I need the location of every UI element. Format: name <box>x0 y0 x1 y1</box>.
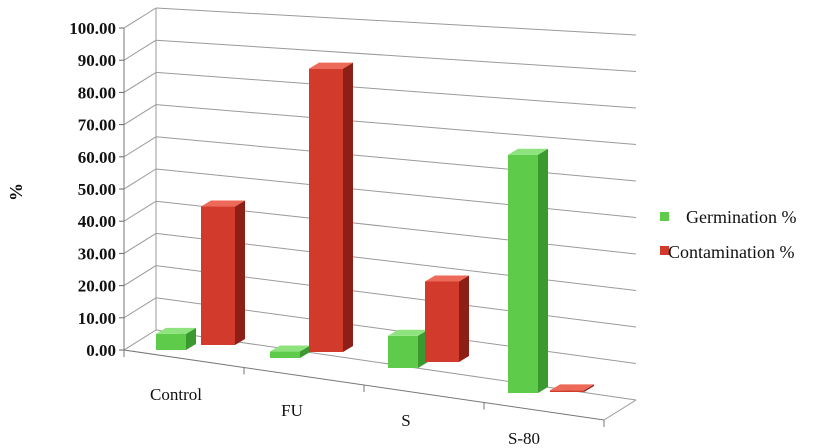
x-tick-label: S <box>401 411 410 430</box>
x-tick-label: FU <box>281 401 303 420</box>
legend-label: Contamination % <box>668 242 794 262</box>
x-tick-label: S-80 <box>508 429 540 448</box>
gridline-side <box>123 265 157 287</box>
y-tick-label: 100.00 <box>69 19 116 38</box>
bar-front <box>425 281 459 362</box>
germination-bar <box>388 329 428 368</box>
bar-side <box>538 148 548 393</box>
bar-front <box>156 333 186 350</box>
bar-top <box>270 345 310 352</box>
gridline <box>155 136 637 182</box>
y-tick-label: 90.00 <box>78 51 116 70</box>
gridlines <box>123 7 637 401</box>
gridline-side <box>123 104 157 126</box>
contamination-bar <box>309 62 353 352</box>
gridline <box>155 7 637 36</box>
bar-side <box>459 275 469 362</box>
axes <box>119 8 637 427</box>
floor-right-edge <box>603 399 637 421</box>
germination-bar <box>508 148 548 393</box>
germination-bar <box>156 327 196 350</box>
bar-front <box>508 154 538 393</box>
gridline-side <box>123 71 157 93</box>
contamination-bar <box>425 275 469 362</box>
bar-top <box>309 62 353 69</box>
gridline-side <box>123 7 157 29</box>
legend-swatch <box>660 246 669 255</box>
bar-side <box>584 384 594 392</box>
gridline-side <box>123 39 157 61</box>
x-tick-label: Control <box>150 385 202 404</box>
y-tick-label: 30.00 <box>78 244 116 263</box>
labels: 0.00 10.00 20.00 30.00 40.00 50.00 60.00 70.00 8… <box>69 19 540 448</box>
y-tick-label: 70.00 <box>78 116 116 135</box>
legend: Germination % Contamination % <box>660 207 796 262</box>
bar-side <box>343 62 353 352</box>
contamination-bar <box>550 384 594 392</box>
bar-front <box>309 68 343 352</box>
gridline <box>155 168 637 218</box>
bar-front <box>388 335 418 368</box>
bar-top <box>156 327 196 334</box>
bar-top <box>550 384 594 391</box>
gridline-side <box>123 232 157 254</box>
gridline <box>155 39 637 72</box>
bar-top <box>201 200 245 207</box>
bar-front <box>270 351 300 358</box>
y-tick-label: 20.00 <box>78 277 116 296</box>
y-tick-label: 60.00 <box>78 148 116 167</box>
bar-side <box>300 345 310 358</box>
legend-swatch <box>660 212 669 221</box>
bar-side <box>186 327 196 350</box>
gridline <box>155 71 637 109</box>
y-tick-label: 10.00 <box>78 309 116 328</box>
y-axis-label: % <box>6 183 26 201</box>
gridline <box>155 104 637 145</box>
bars <box>156 62 594 393</box>
gridline-side <box>123 168 157 190</box>
gridline-side <box>123 200 157 222</box>
y-tick-label: 50.00 <box>78 180 116 199</box>
gridline-side <box>123 329 157 351</box>
gridline-side <box>123 297 157 319</box>
bar-side <box>235 200 245 345</box>
bar-top <box>388 329 428 336</box>
y-tick-label: 0.00 <box>86 341 116 360</box>
bar-top <box>508 148 548 155</box>
contamination-bar <box>201 200 245 345</box>
bar-front <box>201 206 235 345</box>
legend-label: Germination % <box>686 207 796 227</box>
gridline-side <box>123 136 157 158</box>
bar-front <box>550 390 584 392</box>
y-tick-label: 80.00 <box>78 83 116 102</box>
y-tick-label: 40.00 <box>78 212 116 231</box>
germination-bar <box>270 345 310 358</box>
bar-top <box>425 275 469 282</box>
